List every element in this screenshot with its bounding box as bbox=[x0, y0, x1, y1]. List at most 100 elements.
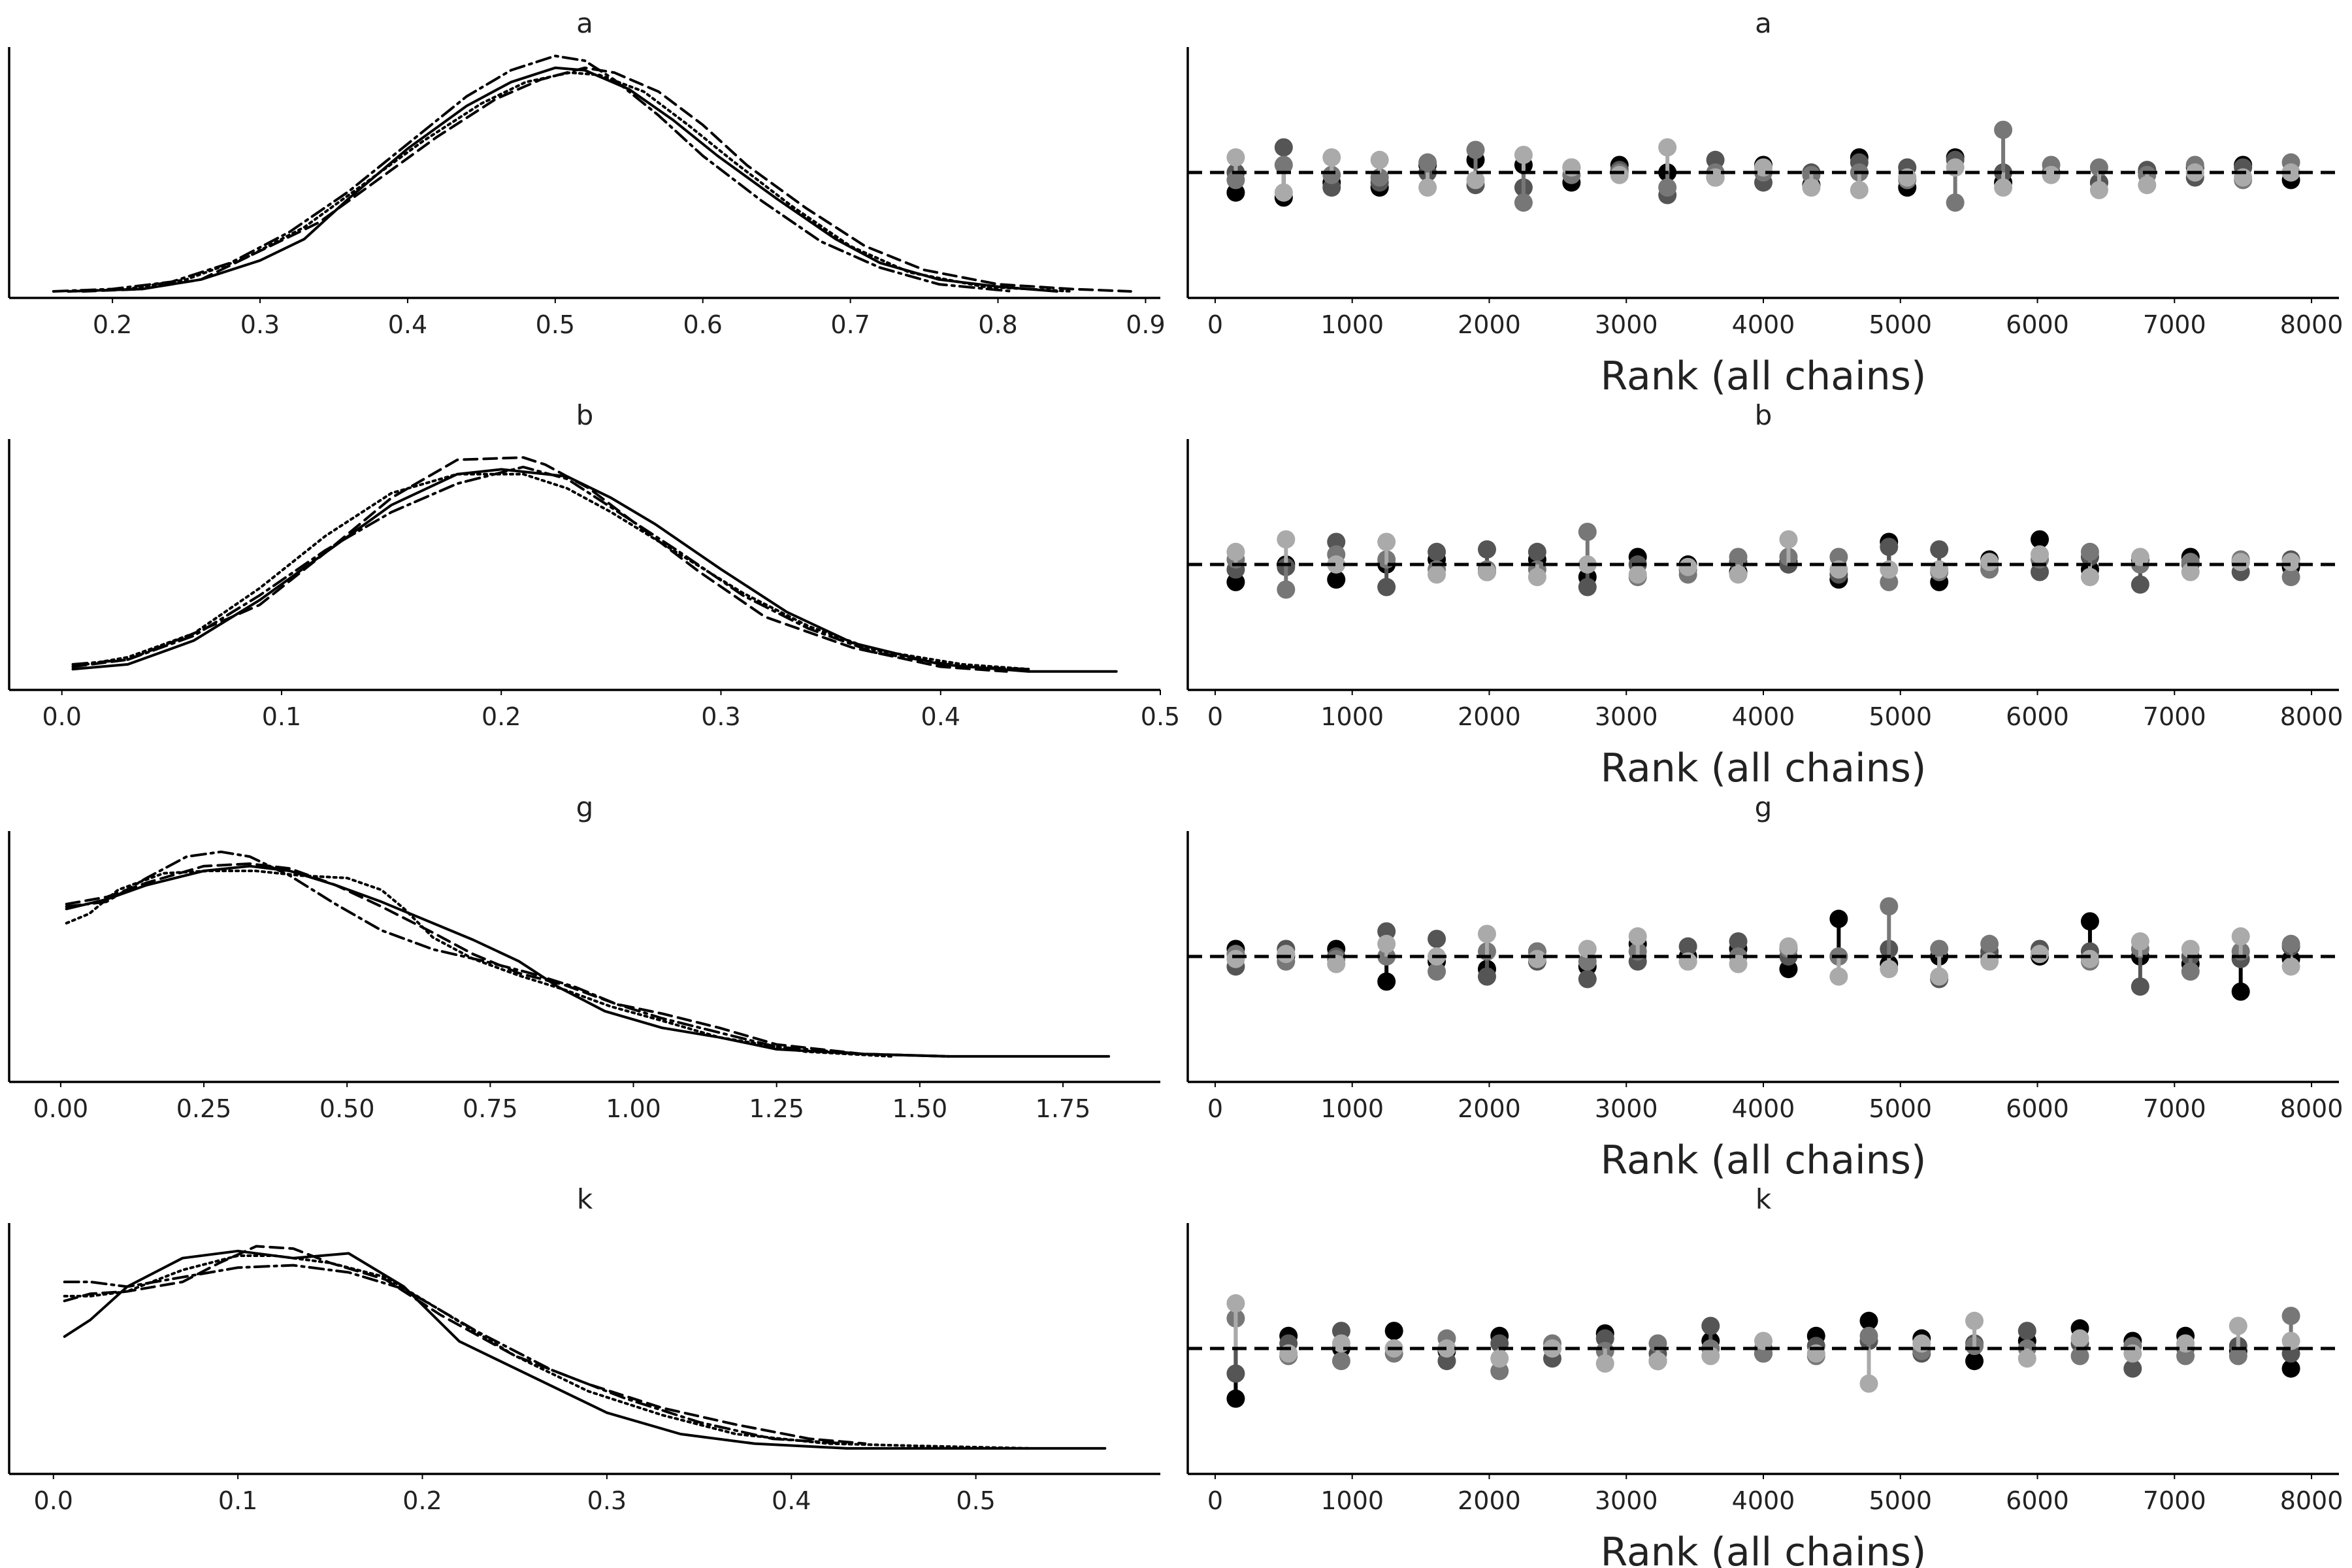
panel-k-density: k 0.0 0.1 0.2 0.3 0.4 0.5 bbox=[8, 1183, 1160, 1515]
x-tick-label: 0.75 bbox=[463, 1094, 518, 1123]
rank-point bbox=[2229, 1347, 2247, 1365]
rank-point bbox=[1980, 553, 1999, 572]
rank-point bbox=[1477, 540, 1496, 559]
x-tick-label: 0.0 bbox=[34, 1486, 73, 1515]
rank-point bbox=[1980, 934, 1999, 953]
x-tick-label: 0 bbox=[1207, 702, 1223, 731]
x-tick-label: 0.3 bbox=[240, 310, 280, 339]
rank-point bbox=[2017, 1349, 2036, 1368]
rank-point bbox=[1226, 542, 1245, 561]
x-tick-label: 0.5 bbox=[1141, 702, 1180, 731]
rank-point bbox=[2042, 165, 2061, 184]
rank-point bbox=[2031, 563, 2050, 581]
x-tick-label: 0.0 bbox=[42, 702, 81, 731]
x-tick-label: 0.4 bbox=[921, 702, 960, 731]
rank-point bbox=[2281, 553, 2300, 572]
rank-point bbox=[1226, 1389, 1245, 1408]
rank-point bbox=[1274, 183, 1293, 202]
density-line-dashdot bbox=[71, 465, 1030, 671]
x-tick-label: 0.7 bbox=[830, 310, 870, 339]
rank-point bbox=[1859, 1374, 1878, 1393]
x-tick-label: 8000 bbox=[2280, 702, 2344, 731]
rank-point bbox=[1880, 897, 1899, 916]
rank-point bbox=[2131, 547, 2149, 566]
rank-point bbox=[1277, 580, 1296, 599]
rank-point bbox=[1829, 967, 1848, 986]
rank-point bbox=[2017, 1322, 2036, 1341]
rank-point bbox=[1377, 532, 1396, 551]
rank-point bbox=[1428, 962, 1446, 981]
x-tick-label: 2000 bbox=[1458, 310, 1521, 339]
x-tick-label: 6000 bbox=[2006, 310, 2069, 339]
x-tick-label: 7000 bbox=[2143, 702, 2206, 731]
x-tick-label: 0.2 bbox=[402, 1486, 442, 1515]
panel-a-rank: a 0 1000 2000 3000 4000 5000 6000 7000 8000 Rank (… bbox=[1186, 7, 2344, 399]
density-line-solid bbox=[67, 66, 1058, 293]
rank-point bbox=[2231, 982, 2250, 1001]
x-tick-label: 1000 bbox=[1320, 310, 1384, 339]
rank-point bbox=[1658, 178, 1677, 197]
rank-point bbox=[1880, 960, 1899, 979]
rank-point bbox=[1370, 150, 1389, 169]
x-axis-label: Rank (all chains) bbox=[1601, 1137, 1927, 1183]
density-line-dotted bbox=[63, 1254, 1033, 1450]
rank-point bbox=[1466, 171, 1485, 189]
x-tick-label: 5000 bbox=[1869, 702, 1932, 731]
rank-point bbox=[2138, 176, 2157, 195]
rank-point bbox=[1226, 171, 1245, 189]
x-tick-label: 4000 bbox=[1732, 1094, 1795, 1123]
rank-point bbox=[2181, 962, 2200, 981]
rank-point bbox=[1930, 967, 1949, 986]
rank-point bbox=[1701, 1347, 1720, 1365]
x-tick-label: 3000 bbox=[1595, 1486, 1658, 1515]
x-tick-label: 0.3 bbox=[701, 702, 740, 731]
x-tick-label: 0.3 bbox=[587, 1486, 627, 1515]
x-tick-label: 6000 bbox=[2006, 702, 2069, 731]
rank-point bbox=[1428, 930, 1446, 949]
x-tick-label: 2000 bbox=[1458, 1486, 1521, 1515]
x-tick-label: 1.75 bbox=[1036, 1094, 1091, 1123]
x-tick-label: 0.4 bbox=[388, 310, 427, 339]
rank-point bbox=[1779, 530, 1798, 549]
rank-point bbox=[1274, 155, 1293, 174]
rank-point bbox=[2031, 545, 2050, 564]
x-tick-label: 1000 bbox=[1320, 1486, 1384, 1515]
rank-point bbox=[1377, 934, 1396, 953]
density-line-dashdot bbox=[52, 54, 1015, 293]
density-line-dashed bbox=[65, 862, 950, 1058]
rank-point bbox=[1930, 939, 1949, 958]
x-tick-label: 6000 bbox=[2006, 1094, 2069, 1123]
panel-title: g bbox=[1755, 791, 1772, 823]
x-tick-label: 1.25 bbox=[749, 1094, 804, 1123]
rank-point bbox=[2281, 1331, 2300, 1350]
rank-point bbox=[1514, 193, 1533, 212]
x-tick-label: 8000 bbox=[2280, 310, 2344, 339]
rank-point bbox=[1729, 932, 1748, 951]
rank-point bbox=[2229, 1316, 2247, 1335]
rank-point bbox=[1490, 1349, 1509, 1368]
rank-point bbox=[1994, 120, 2013, 139]
panel-title: b bbox=[1755, 399, 1772, 431]
rank-point bbox=[1628, 927, 1647, 946]
x-tick-label: 0 bbox=[1207, 1094, 1223, 1123]
rank-point bbox=[1779, 937, 1798, 956]
x-tick-label: 7000 bbox=[2143, 1094, 2206, 1123]
x-tick-label: 0.00 bbox=[33, 1094, 89, 1123]
panel-title: a bbox=[576, 7, 593, 39]
rank-point bbox=[1418, 153, 1437, 172]
rank-point bbox=[1437, 1339, 1456, 1358]
x-tick-label: 0.25 bbox=[176, 1094, 232, 1123]
rank-point bbox=[1377, 972, 1396, 991]
rank-point bbox=[2131, 932, 2149, 951]
rank-point bbox=[1658, 138, 1677, 157]
rank-point bbox=[1802, 178, 1821, 197]
x-tick-label: 7000 bbox=[2143, 1486, 2206, 1515]
panel-title: g bbox=[576, 791, 594, 823]
density-line-dotted bbox=[65, 870, 892, 1058]
rank-point bbox=[1322, 165, 1341, 184]
panel-k-rank: k 0 1000 2000 3000 4000 5000 6000 7000 8000 Rank (… bbox=[1186, 1183, 2343, 1568]
rank-point bbox=[1965, 1311, 1984, 1330]
rank-point bbox=[2281, 568, 2300, 587]
rank-point bbox=[1322, 178, 1341, 197]
x-tick-label: 5000 bbox=[1869, 1486, 1932, 1515]
